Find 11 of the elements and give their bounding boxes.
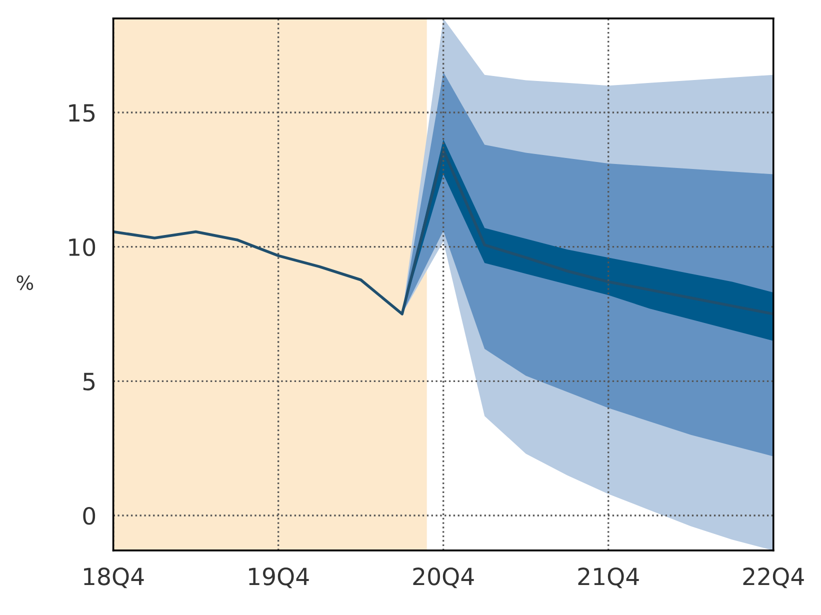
y-tick-label: 5 [83,372,95,390]
x-tick-label: 20Q4 [413,568,474,588]
x-tick-label: 21Q4 [578,568,639,588]
y-tick-label: 0 [83,506,96,525]
line-series [113,148,774,316]
y-tick-label: 15 [69,104,95,122]
y-axis-title: % [16,275,34,290]
x-tick-label: 22Q4 [743,568,804,588]
x-tick-label: 18Q4 [84,568,144,588]
x-tick-label: 19Q4 [249,568,309,588]
y-tick-label: 10 [69,238,96,256]
